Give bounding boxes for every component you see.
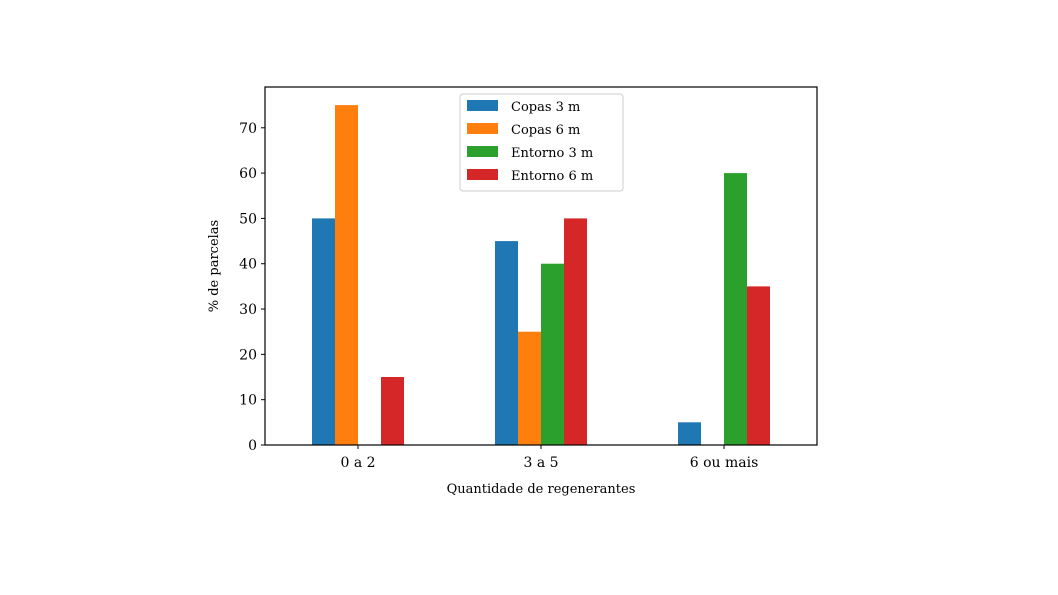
legend-label: Copas 3 m	[511, 100, 580, 115]
legend-swatch	[467, 146, 498, 157]
bar-copas-6-m-0	[335, 105, 358, 445]
y-tick-label: 40	[239, 257, 257, 273]
bar-copas-3-m-0	[312, 218, 335, 445]
bar-entorno-3-m-2	[724, 173, 747, 445]
legend-swatch	[467, 169, 498, 180]
y-tick-label: 70	[239, 121, 257, 137]
bar-copas-6-m-1	[518, 331, 541, 445]
bar-entorno-3-m-1	[541, 263, 564, 445]
bar-entorno-6-m-0	[381, 377, 404, 445]
legend-box	[459, 93, 624, 192]
legend-swatch	[467, 123, 498, 134]
bar-entorno-6-m-1	[564, 218, 587, 445]
bar-entorno-6-m-2	[747, 286, 770, 445]
bar-copas-3-m-2	[678, 422, 701, 445]
x-tick-label: 3 a 5	[523, 455, 558, 471]
legend: Copas 3 m Copas 6 m Entorno 3 m Entorno 6 m	[459, 93, 624, 192]
legend-swatch	[467, 100, 498, 111]
x-tick-label: 6 ou mais	[690, 455, 759, 471]
y-tick-label: 50	[239, 211, 257, 227]
y-tick-label: 0	[248, 438, 257, 454]
y-tick-label: 10	[239, 393, 257, 409]
y-tick-label: 60	[239, 166, 257, 182]
y-tick-label: 20	[239, 347, 257, 363]
x-axis-label: Quantidade de regenerantes	[447, 482, 636, 497]
y-axis: 0 10 20 30 40 50 60 70	[239, 121, 265, 454]
legend-label: Entorno 3 m	[511, 146, 593, 161]
x-tick-label: 0 a 2	[340, 455, 375, 471]
y-tick-label: 30	[239, 302, 257, 318]
y-axis-label: % de parcelas	[207, 220, 222, 312]
bar-copas-3-m-1	[495, 241, 518, 445]
legend-label: Entorno 6 m	[511, 169, 593, 184]
x-axis: 0 a 2 3 a 5 6 ou mais	[340, 445, 758, 471]
bars-group	[312, 105, 770, 445]
legend-label: Copas 6 m	[511, 123, 580, 138]
